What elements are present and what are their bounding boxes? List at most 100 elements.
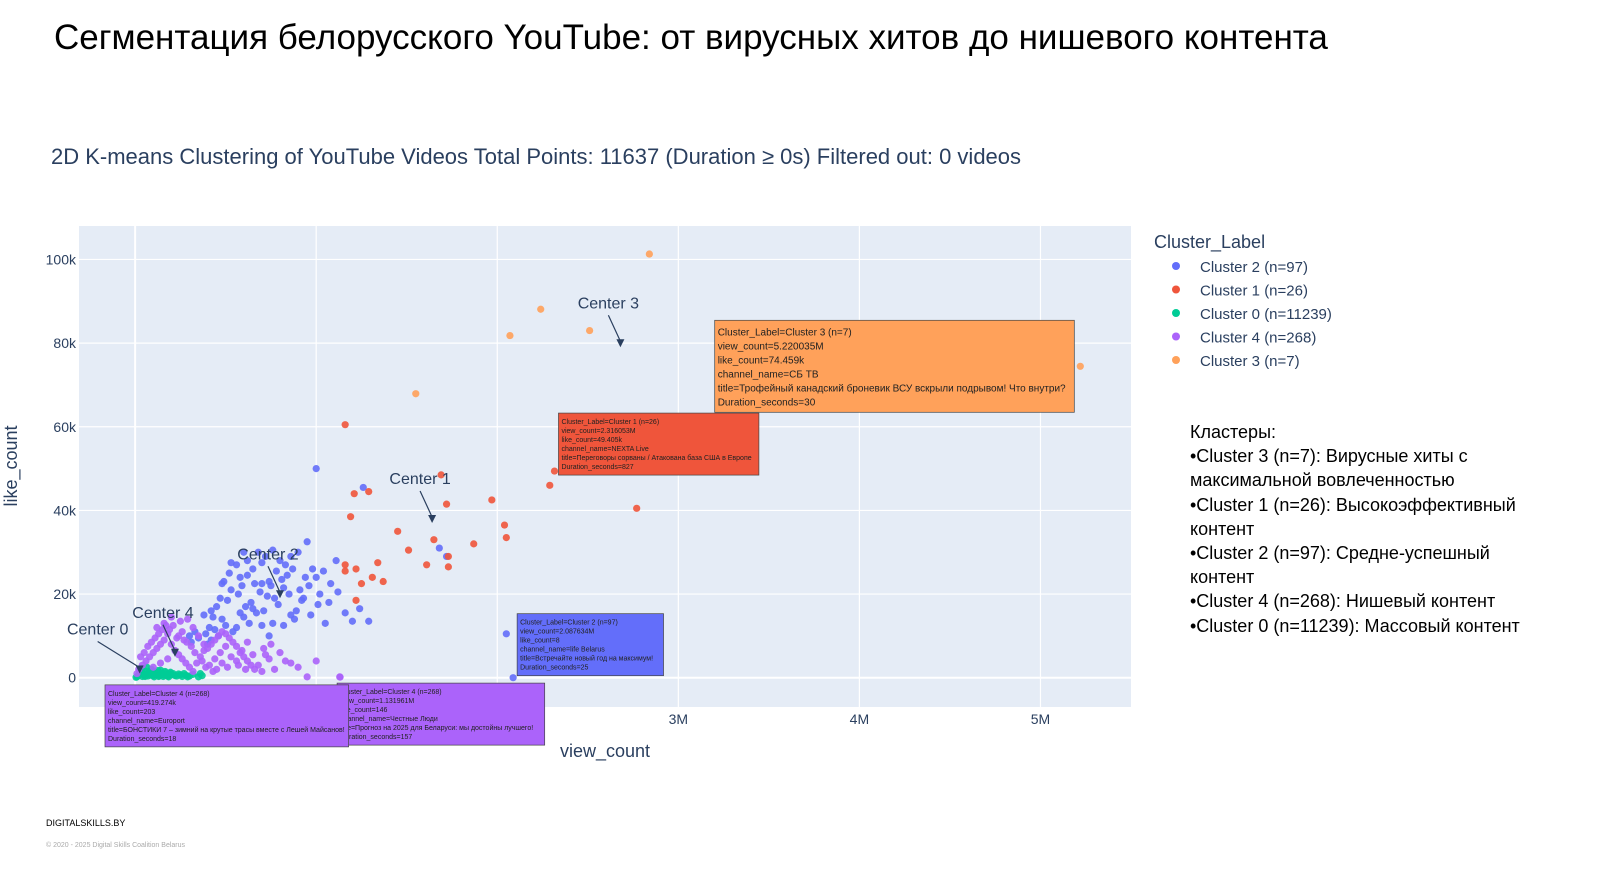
data-point xyxy=(209,613,217,621)
hover-line: Cluster_Label=Cluster 1 (n=26) xyxy=(561,419,659,426)
data-point xyxy=(265,632,273,640)
hover-layer: Cluster_Label=Cluster 3 (n=7) view_count=… xyxy=(104,319,1075,748)
center-arrowhead xyxy=(616,339,625,348)
data-point xyxy=(352,565,360,573)
data-point xyxy=(153,623,161,632)
data-point xyxy=(287,659,295,667)
data-point xyxy=(285,590,293,598)
note-line: •Cluster 2 (n=97): Средне-успешный xyxy=(1190,543,1490,564)
data-point xyxy=(305,582,313,590)
hover-line: Cluster_Label=Cluster 3 (n=7) xyxy=(718,327,852,338)
legend-marker xyxy=(1172,356,1180,364)
data-point xyxy=(218,580,226,588)
data-point xyxy=(332,557,340,565)
data-point xyxy=(296,586,304,594)
data-point xyxy=(312,657,320,665)
legend-marker xyxy=(1172,262,1180,270)
data-point xyxy=(245,619,253,627)
data-point xyxy=(303,673,311,681)
data-point xyxy=(213,665,221,673)
hover-line: like_count=49.405k xyxy=(561,437,622,444)
data-point xyxy=(276,557,284,565)
data-point xyxy=(269,619,277,627)
y-axis-label: like_count xyxy=(1,425,22,506)
hover-tooltip: Cluster_Label=Cluster 4 (n=268) view_coun… xyxy=(336,682,546,746)
data-point xyxy=(537,305,545,313)
data-point xyxy=(184,615,192,623)
hover-line: view_count=2.087634M xyxy=(520,629,594,636)
data-point xyxy=(227,653,235,661)
data-point xyxy=(160,619,168,627)
data-point xyxy=(238,582,246,590)
data-point xyxy=(261,552,270,561)
data-point xyxy=(258,580,266,588)
hover-tooltip: Cluster_Label=Cluster 2 (n=97) view_count… xyxy=(516,613,664,677)
legend-title: Cluster_Label xyxy=(1154,232,1265,253)
center-arrowhead xyxy=(135,665,144,674)
hover-line: Duration_seconds=827 xyxy=(561,464,633,471)
data-point xyxy=(319,567,328,575)
hover-line: channel_name=Честные Люди xyxy=(340,716,438,723)
data-point xyxy=(240,548,248,556)
data-point xyxy=(299,594,308,602)
x-axis-label: view_count xyxy=(560,741,650,762)
data-point xyxy=(251,580,259,588)
hover-line: title=Встречайте новый год на максимум! xyxy=(520,655,653,663)
y-tick-label: 20k xyxy=(53,586,77,602)
note-line: контент xyxy=(1190,518,1255,539)
hover-line: view_count=5.220035M xyxy=(718,341,824,352)
data-point xyxy=(506,331,514,340)
data-point xyxy=(236,573,244,581)
data-point xyxy=(187,642,195,650)
data-point xyxy=(229,628,237,636)
data-point xyxy=(327,580,335,588)
data-point xyxy=(334,588,342,596)
data-point xyxy=(341,561,349,569)
data-point xyxy=(316,590,324,598)
chart-title: 2D K-means Clustering of YouTube Videos … xyxy=(51,144,1021,169)
data-point xyxy=(213,603,221,611)
data-point xyxy=(404,546,413,554)
center-label: Center 1 xyxy=(389,471,450,488)
data-point xyxy=(274,600,282,609)
data-point xyxy=(280,584,288,592)
data-point xyxy=(350,490,358,498)
data-point xyxy=(227,586,235,594)
data-point xyxy=(249,605,257,613)
y-tick-label: 60k xyxy=(53,419,77,435)
data-point xyxy=(1076,362,1084,370)
data-point xyxy=(267,640,275,648)
data-point xyxy=(546,481,554,489)
data-point xyxy=(303,538,311,546)
data-point xyxy=(502,630,510,638)
hover-line: Duration_seconds=25 xyxy=(520,665,588,672)
data-point xyxy=(211,655,219,663)
data-point xyxy=(283,571,291,579)
center-arrowhead xyxy=(428,514,437,523)
data-point xyxy=(243,557,251,565)
note-line: контент xyxy=(1190,567,1255,588)
data-point xyxy=(263,592,271,600)
note-line: •Cluster 1 (n=26): Высокоэффективный xyxy=(1190,494,1516,515)
data-point xyxy=(276,649,284,657)
data-point xyxy=(216,594,224,602)
data-point xyxy=(341,567,349,575)
data-point xyxy=(247,598,255,607)
data-point xyxy=(586,326,594,335)
center-arrow xyxy=(267,566,281,593)
data-point xyxy=(256,588,264,596)
data-point xyxy=(249,651,257,659)
data-point xyxy=(234,661,242,669)
center-label: Center 3 xyxy=(578,295,639,312)
data-point xyxy=(287,552,295,561)
data-point xyxy=(207,607,215,615)
data-point xyxy=(174,632,183,640)
data-point xyxy=(202,630,210,638)
data-point xyxy=(444,563,452,571)
hover-line: Duration_seconds=30 xyxy=(718,397,816,408)
data-point xyxy=(260,607,268,615)
center-arrowhead xyxy=(170,648,179,657)
data-point xyxy=(412,390,420,398)
data-point xyxy=(394,527,402,535)
